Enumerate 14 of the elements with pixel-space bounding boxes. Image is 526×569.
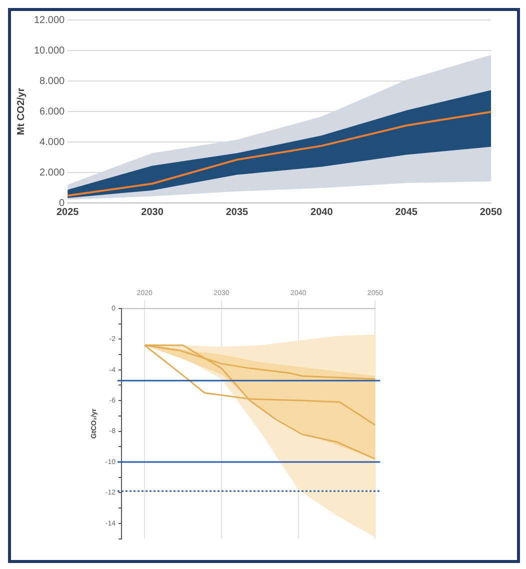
y-tick-label: 6.000 — [40, 106, 66, 118]
y-tick-label: 2.000 — [40, 167, 66, 178]
y-tick-label: 4.000 — [40, 136, 66, 148]
x-tick-label: 2040 — [310, 206, 334, 218]
x-tick-label: 2025 — [56, 206, 80, 218]
y-tick-label: 0 — [59, 198, 66, 209]
y-tick-label: 8.000 — [40, 76, 66, 87]
x-tick-label: 2050 — [480, 206, 503, 218]
y-tick-label: 10.000 — [34, 45, 66, 56]
x-tick-label: 2030 — [141, 206, 164, 218]
x-tick-label: 2045 — [395, 206, 418, 218]
x-tick-label: 2035 — [226, 206, 249, 218]
y-axis-title: Mt CO2/yr — [16, 88, 27, 136]
y-tick-label: 12.000 — [34, 14, 66, 26]
